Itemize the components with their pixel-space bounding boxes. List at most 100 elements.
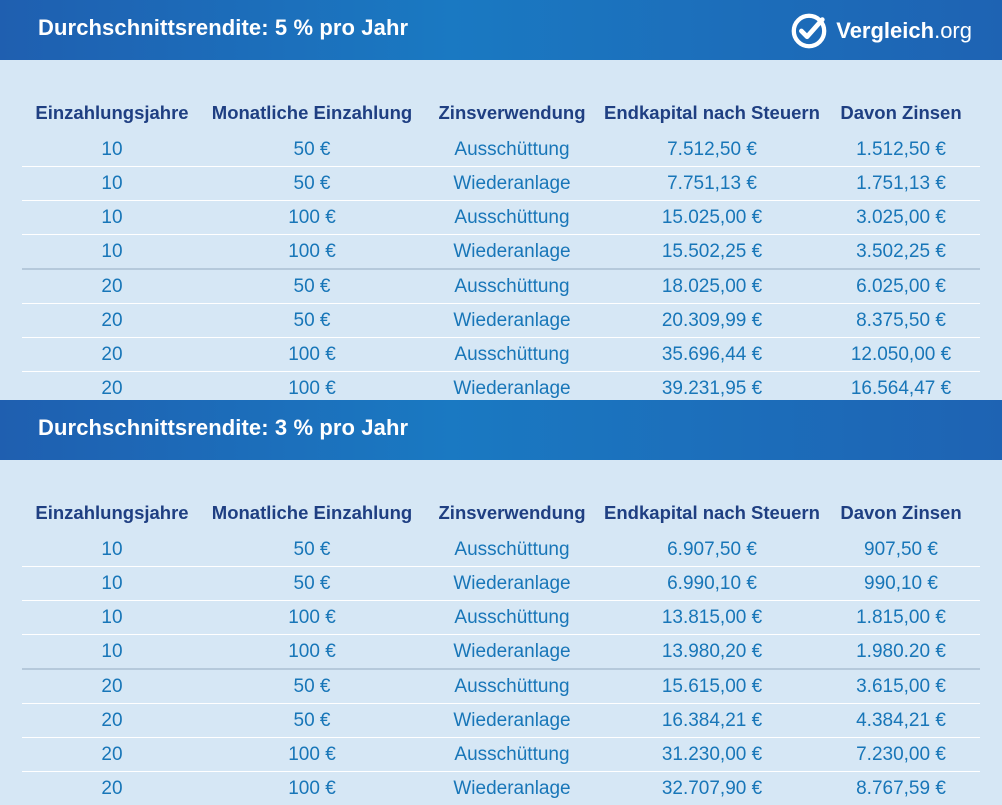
table-wrapper: Einzahlungsjahre Monatliche Einzahlung Z… <box>0 60 1002 400</box>
cell-interest: 990,10 € <box>822 567 980 601</box>
table-row: 20 100 € Ausschüttung 35.696,44 € 12.050… <box>22 338 980 372</box>
table-row: 20 50 € Ausschüttung 18.025,00 € 6.025,0… <box>22 269 980 304</box>
table-row: 10 50 € Ausschüttung 7.512,50 € 1.512,50… <box>22 133 980 167</box>
cell-final-capital: 6.907,50 € <box>602 533 822 567</box>
column-header-interest-use: Zinsverwendung <box>422 60 602 133</box>
column-header-monthly-deposit: Monatliche Einzahlung <box>202 60 422 133</box>
cell-years: 20 <box>22 269 202 304</box>
table-section-5-percent: Durchschnittsrendite: 5 % pro Jahr Vergl… <box>0 0 1002 400</box>
table-section-3-percent: Durchschnittsrendite: 3 % pro Jahr Einza… <box>0 400 1002 805</box>
cell-years: 10 <box>22 601 202 635</box>
cell-years: 10 <box>22 533 202 567</box>
cell-monthly-deposit: 100 € <box>202 338 422 372</box>
table-row: 20 50 € Ausschüttung 15.615,00 € 3.615,0… <box>22 669 980 704</box>
cell-monthly-deposit: 50 € <box>202 304 422 338</box>
table-row: 10 100 € Wiederanlage 15.502,25 € 3.502,… <box>22 235 980 270</box>
cell-years: 20 <box>22 772 202 805</box>
cell-interest: 1.751,13 € <box>822 167 980 201</box>
table-row: 10 50 € Ausschüttung 6.907,50 € 907,50 € <box>22 533 980 567</box>
cell-interest-use: Ausschüttung <box>422 738 602 772</box>
cell-monthly-deposit: 50 € <box>202 167 422 201</box>
cell-interest-use: Wiederanlage <box>422 304 602 338</box>
cell-years: 10 <box>22 167 202 201</box>
table-row: 20 100 € Ausschüttung 31.230,00 € 7.230,… <box>22 738 980 772</box>
cell-monthly-deposit: 100 € <box>202 635 422 670</box>
cell-interest: 6.025,00 € <box>822 269 980 304</box>
cell-monthly-deposit: 100 € <box>202 601 422 635</box>
cell-interest-use: Wiederanlage <box>422 635 602 670</box>
cell-interest: 8.375,50 € <box>822 304 980 338</box>
table-row: 10 100 € Wiederanlage 13.980,20 € 1.980.… <box>22 635 980 670</box>
cell-years: 20 <box>22 669 202 704</box>
cell-final-capital: 20.309,99 € <box>602 304 822 338</box>
cell-monthly-deposit: 50 € <box>202 704 422 738</box>
brand-logo: Vergleich.org <box>790 12 972 50</box>
table-header-row: Einzahlungsjahre Monatliche Einzahlung Z… <box>22 60 980 133</box>
cell-interest: 4.384,21 € <box>822 704 980 738</box>
cell-final-capital: 16.384,21 € <box>602 704 822 738</box>
cell-interest-use: Ausschüttung <box>422 269 602 304</box>
cell-final-capital: 13.980,20 € <box>602 635 822 670</box>
cell-monthly-deposit: 50 € <box>202 669 422 704</box>
cell-final-capital: 6.990,10 € <box>602 567 822 601</box>
cell-final-capital: 7.512,50 € <box>602 133 822 167</box>
cell-final-capital: 13.815,00 € <box>602 601 822 635</box>
cell-interest: 1.815,00 € <box>822 601 980 635</box>
cell-monthly-deposit: 100 € <box>202 738 422 772</box>
column-header-interest: Davon Zinsen <box>822 460 980 533</box>
cell-final-capital: 35.696,44 € <box>602 338 822 372</box>
cell-years: 10 <box>22 567 202 601</box>
cell-final-capital: 32.707,90 € <box>602 772 822 805</box>
column-header-interest-use: Zinsverwendung <box>422 460 602 533</box>
table-row: 20 50 € Wiederanlage 20.309,99 € 8.375,5… <box>22 304 980 338</box>
cell-monthly-deposit: 100 € <box>202 201 422 235</box>
column-header-interest: Davon Zinsen <box>822 60 980 133</box>
section-title: Durchschnittsrendite: 5 % pro Jahr <box>38 15 408 41</box>
column-header-monthly-deposit: Monatliche Einzahlung <box>202 460 422 533</box>
cell-interest: 3.502,25 € <box>822 235 980 270</box>
cell-final-capital: 15.615,00 € <box>602 669 822 704</box>
cell-final-capital: 15.025,00 € <box>602 201 822 235</box>
cell-years: 20 <box>22 738 202 772</box>
cell-interest: 1.512,50 € <box>822 133 980 167</box>
cell-interest-use: Wiederanlage <box>422 567 602 601</box>
cell-interest-use: Wiederanlage <box>422 772 602 805</box>
cell-interest: 7.230,00 € <box>822 738 980 772</box>
cell-final-capital: 7.751,13 € <box>602 167 822 201</box>
section-header-banner: Durchschnittsrendite: 5 % pro Jahr Vergl… <box>0 0 1002 60</box>
column-header-years: Einzahlungsjahre <box>22 60 202 133</box>
cell-interest-use: Wiederanlage <box>422 235 602 270</box>
cell-interest: 1.980.20 € <box>822 635 980 670</box>
table-wrapper: Einzahlungsjahre Monatliche Einzahlung Z… <box>0 460 1002 805</box>
table-row: 20 100 € Wiederanlage 32.707,90 € 8.767,… <box>22 772 980 805</box>
cell-years: 20 <box>22 304 202 338</box>
cell-final-capital: 18.025,00 € <box>602 269 822 304</box>
table-row: 10 50 € Wiederanlage 6.990,10 € 990,10 € <box>22 567 980 601</box>
column-header-final-capital: Endkapital nach Steuern <box>602 60 822 133</box>
cell-interest: 907,50 € <box>822 533 980 567</box>
cell-monthly-deposit: 50 € <box>202 269 422 304</box>
table-row: 10 100 € Ausschüttung 13.815,00 € 1.815,… <box>22 601 980 635</box>
cell-monthly-deposit: 50 € <box>202 567 422 601</box>
cell-monthly-deposit: 50 € <box>202 133 422 167</box>
returns-table: Einzahlungsjahre Monatliche Einzahlung Z… <box>22 460 980 805</box>
cell-years: 20 <box>22 338 202 372</box>
cell-monthly-deposit: 50 € <box>202 533 422 567</box>
cell-interest-use: Wiederanlage <box>422 167 602 201</box>
cell-interest-use: Ausschüttung <box>422 533 602 567</box>
table-row: 10 50 € Wiederanlage 7.751,13 € 1.751,13… <box>22 167 980 201</box>
cell-interest-use: Ausschüttung <box>422 133 602 167</box>
check-circle-icon <box>790 12 828 50</box>
cell-interest: 12.050,00 € <box>822 338 980 372</box>
column-header-final-capital: Endkapital nach Steuern <box>602 460 822 533</box>
cell-interest-use: Ausschüttung <box>422 201 602 235</box>
brand-tld: .org <box>934 18 972 44</box>
section-title: Durchschnittsrendite: 3 % pro Jahr <box>38 415 408 441</box>
cell-monthly-deposit: 100 € <box>202 235 422 270</box>
table-row: 20 50 € Wiederanlage 16.384,21 € 4.384,2… <box>22 704 980 738</box>
cell-final-capital: 31.230,00 € <box>602 738 822 772</box>
cell-interest: 3.615,00 € <box>822 669 980 704</box>
cell-years: 10 <box>22 133 202 167</box>
table-header-row: Einzahlungsjahre Monatliche Einzahlung Z… <box>22 460 980 533</box>
returns-table: Einzahlungsjahre Monatliche Einzahlung Z… <box>22 60 980 405</box>
